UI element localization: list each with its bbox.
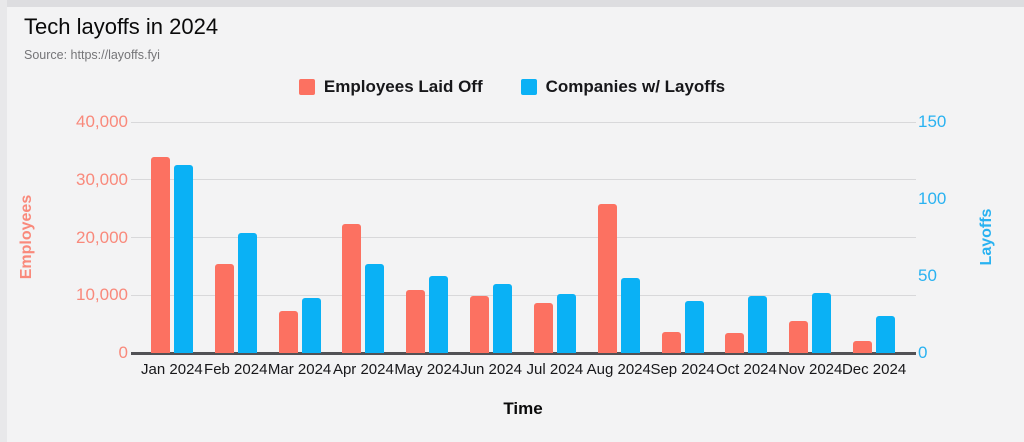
window-top-edge	[0, 0, 1024, 7]
x-tick-label: Apr 2024	[332, 361, 394, 378]
bar-companies-w-layoffs	[620, 277, 640, 353]
bar-companies-w-layoffs	[429, 276, 449, 353]
bar-companies-w-layoffs	[556, 294, 576, 353]
source-caption: Source: https://layoffs.fyi	[24, 48, 160, 62]
bar-employees-laid-off	[725, 333, 745, 353]
bar-employees-laid-off	[406, 290, 426, 353]
legend-label: Companies w/ Layoffs	[545, 77, 726, 96]
bar-group	[789, 122, 832, 353]
x-tick-label: Jun 2024	[460, 361, 522, 378]
x-tick-label: Oct 2024	[715, 361, 777, 378]
left-axis-tick-label: 0	[118, 343, 128, 362]
x-tick-label: Aug 2024	[586, 361, 651, 378]
bar-group	[406, 122, 449, 353]
bar-employees-laid-off	[342, 223, 362, 353]
right-axis-tick-label: 50	[918, 266, 937, 285]
x-axis-line	[131, 352, 916, 355]
bar-companies-w-layoffs	[876, 316, 896, 353]
page-title: Tech layoffs in 2024	[24, 14, 219, 39]
legend-item-employees-laid-off[interactable]: Employees Laid Off	[298, 77, 483, 97]
x-tick-label: Nov 2024	[778, 361, 843, 378]
bar-group	[278, 122, 321, 353]
bar-group	[342, 122, 385, 353]
bar-group	[150, 122, 193, 353]
left-axis-ticks: 40,000 30,000 20,000 10,000 0	[36, 112, 128, 362]
bar-employees-laid-off	[853, 341, 873, 353]
bar-employees-laid-off	[533, 302, 553, 353]
right-axis-tick-label: 0	[918, 343, 928, 362]
x-tick-label: Dec 2024	[841, 361, 907, 378]
x-axis-title: Time	[503, 399, 543, 418]
right-axis-ticks: 150 100 50 0	[918, 112, 988, 362]
gridline	[131, 179, 916, 181]
x-tick-label: Jul 2024	[526, 361, 584, 378]
left-axis-title: Employees	[18, 194, 35, 280]
gridline	[131, 121, 916, 123]
bar-employees-laid-off	[278, 311, 298, 353]
bar-companies-w-layoffs	[365, 263, 385, 353]
left-axis-tick-label: 10,000	[76, 285, 128, 305]
bar-companies-w-layoffs	[301, 297, 321, 353]
legend-swatch-icon	[520, 79, 537, 95]
bar-employees-laid-off	[789, 320, 809, 353]
bar-group	[597, 122, 640, 353]
bar-companies-w-layoffs	[237, 232, 257, 353]
bar-group	[533, 122, 576, 353]
x-tick-label: May 2024	[394, 361, 461, 378]
legend-label: Employees Laid Off	[323, 77, 483, 96]
legend-swatch-icon	[298, 79, 315, 95]
bar-employees-laid-off	[150, 156, 170, 353]
bar-group	[853, 122, 896, 353]
bar-companies-w-layoffs	[493, 283, 513, 353]
bar-employees-laid-off	[470, 296, 490, 353]
bar-employees-laid-off	[597, 204, 617, 353]
x-tick-label: Feb 2024	[204, 361, 268, 378]
gridline	[131, 294, 916, 296]
right-axis-tick-label: 150	[918, 112, 947, 131]
legend-item-companies-w-layoffs[interactable]: Companies w/ Layoffs	[520, 77, 726, 97]
bar-group	[214, 122, 257, 353]
bar-companies-w-layoffs	[748, 296, 768, 353]
gridline	[131, 237, 916, 238]
x-tick-label: Jan 2024	[141, 361, 203, 378]
left-axis-tick-label: 20,000	[76, 227, 128, 247]
legend: Employees Laid Off Companies w/ Layoffs	[0, 77, 1024, 97]
x-axis-ticks: Jan 2024 Feb 2024 Mar 2024 Apr 2024 May 2024…	[140, 361, 906, 381]
bar-group	[661, 122, 704, 353]
x-tick-label: Sep 2024	[650, 361, 715, 378]
window-left-edge	[0, 0, 7, 442]
plot-area	[131, 121, 916, 355]
bar-companies-w-layoffs	[812, 292, 832, 353]
x-tick-label: Mar 2024	[267, 361, 332, 378]
bar-employees-laid-off	[214, 264, 234, 353]
bar-group	[470, 122, 513, 353]
bar-companies-w-layoffs	[684, 300, 704, 353]
bar-companies-w-layoffs	[173, 165, 193, 353]
left-axis-tick-label: 40,000	[76, 112, 128, 131]
bar-group	[725, 122, 768, 353]
left-axis-tick-label: 30,000	[76, 169, 128, 189]
right-axis-tick-label: 100	[918, 189, 947, 208]
bar-employees-laid-off	[661, 331, 681, 353]
